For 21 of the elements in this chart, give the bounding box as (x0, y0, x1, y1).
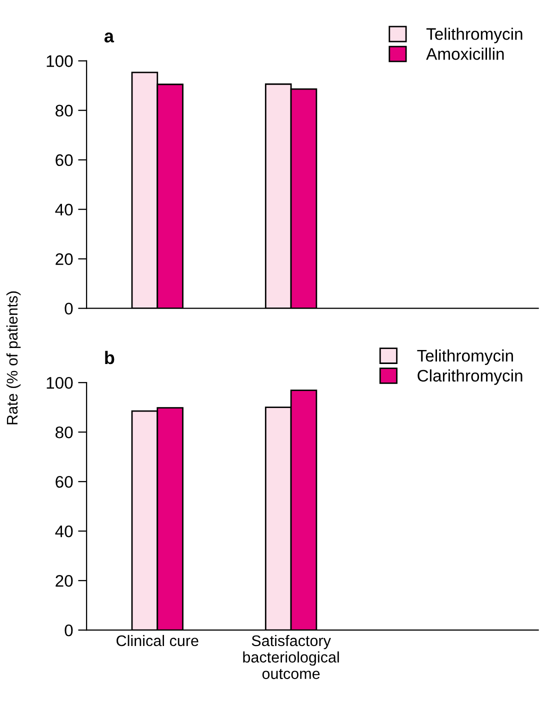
y-tick-label: 40 (55, 525, 73, 538)
chart-title: b (105, 350, 114, 364)
y-axis-title: Rate (% of patients) (6, 291, 21, 424)
y-tick-label: 100 (46, 55, 73, 68)
legend-label: Amoxicillin (426, 48, 504, 60)
y-tick-label: 60 (56, 476, 73, 488)
x-tick-label: Clinical cure (116, 634, 198, 646)
x-tick-label: Satisfactory bacteriological outcome (243, 634, 339, 680)
y-tick-label: 20 (56, 574, 73, 587)
y-tick-label: 60 (56, 154, 73, 166)
y-tick-label: 20 (56, 253, 73, 266)
y-tick-label: 100 (46, 376, 73, 389)
y-tick-label: 0 (64, 302, 73, 315)
legend-label: Clarithromycin (418, 369, 522, 385)
legend-label: Telithromycin (426, 28, 522, 44)
y-tick-label: 80 (56, 426, 73, 438)
y-tick-label: 0 (64, 624, 73, 636)
chart-title: a (104, 32, 114, 42)
y-tick-label: 80 (56, 104, 73, 117)
y-tick-label: 40 (55, 204, 73, 216)
legend-label: Telithromycin (417, 349, 513, 365)
